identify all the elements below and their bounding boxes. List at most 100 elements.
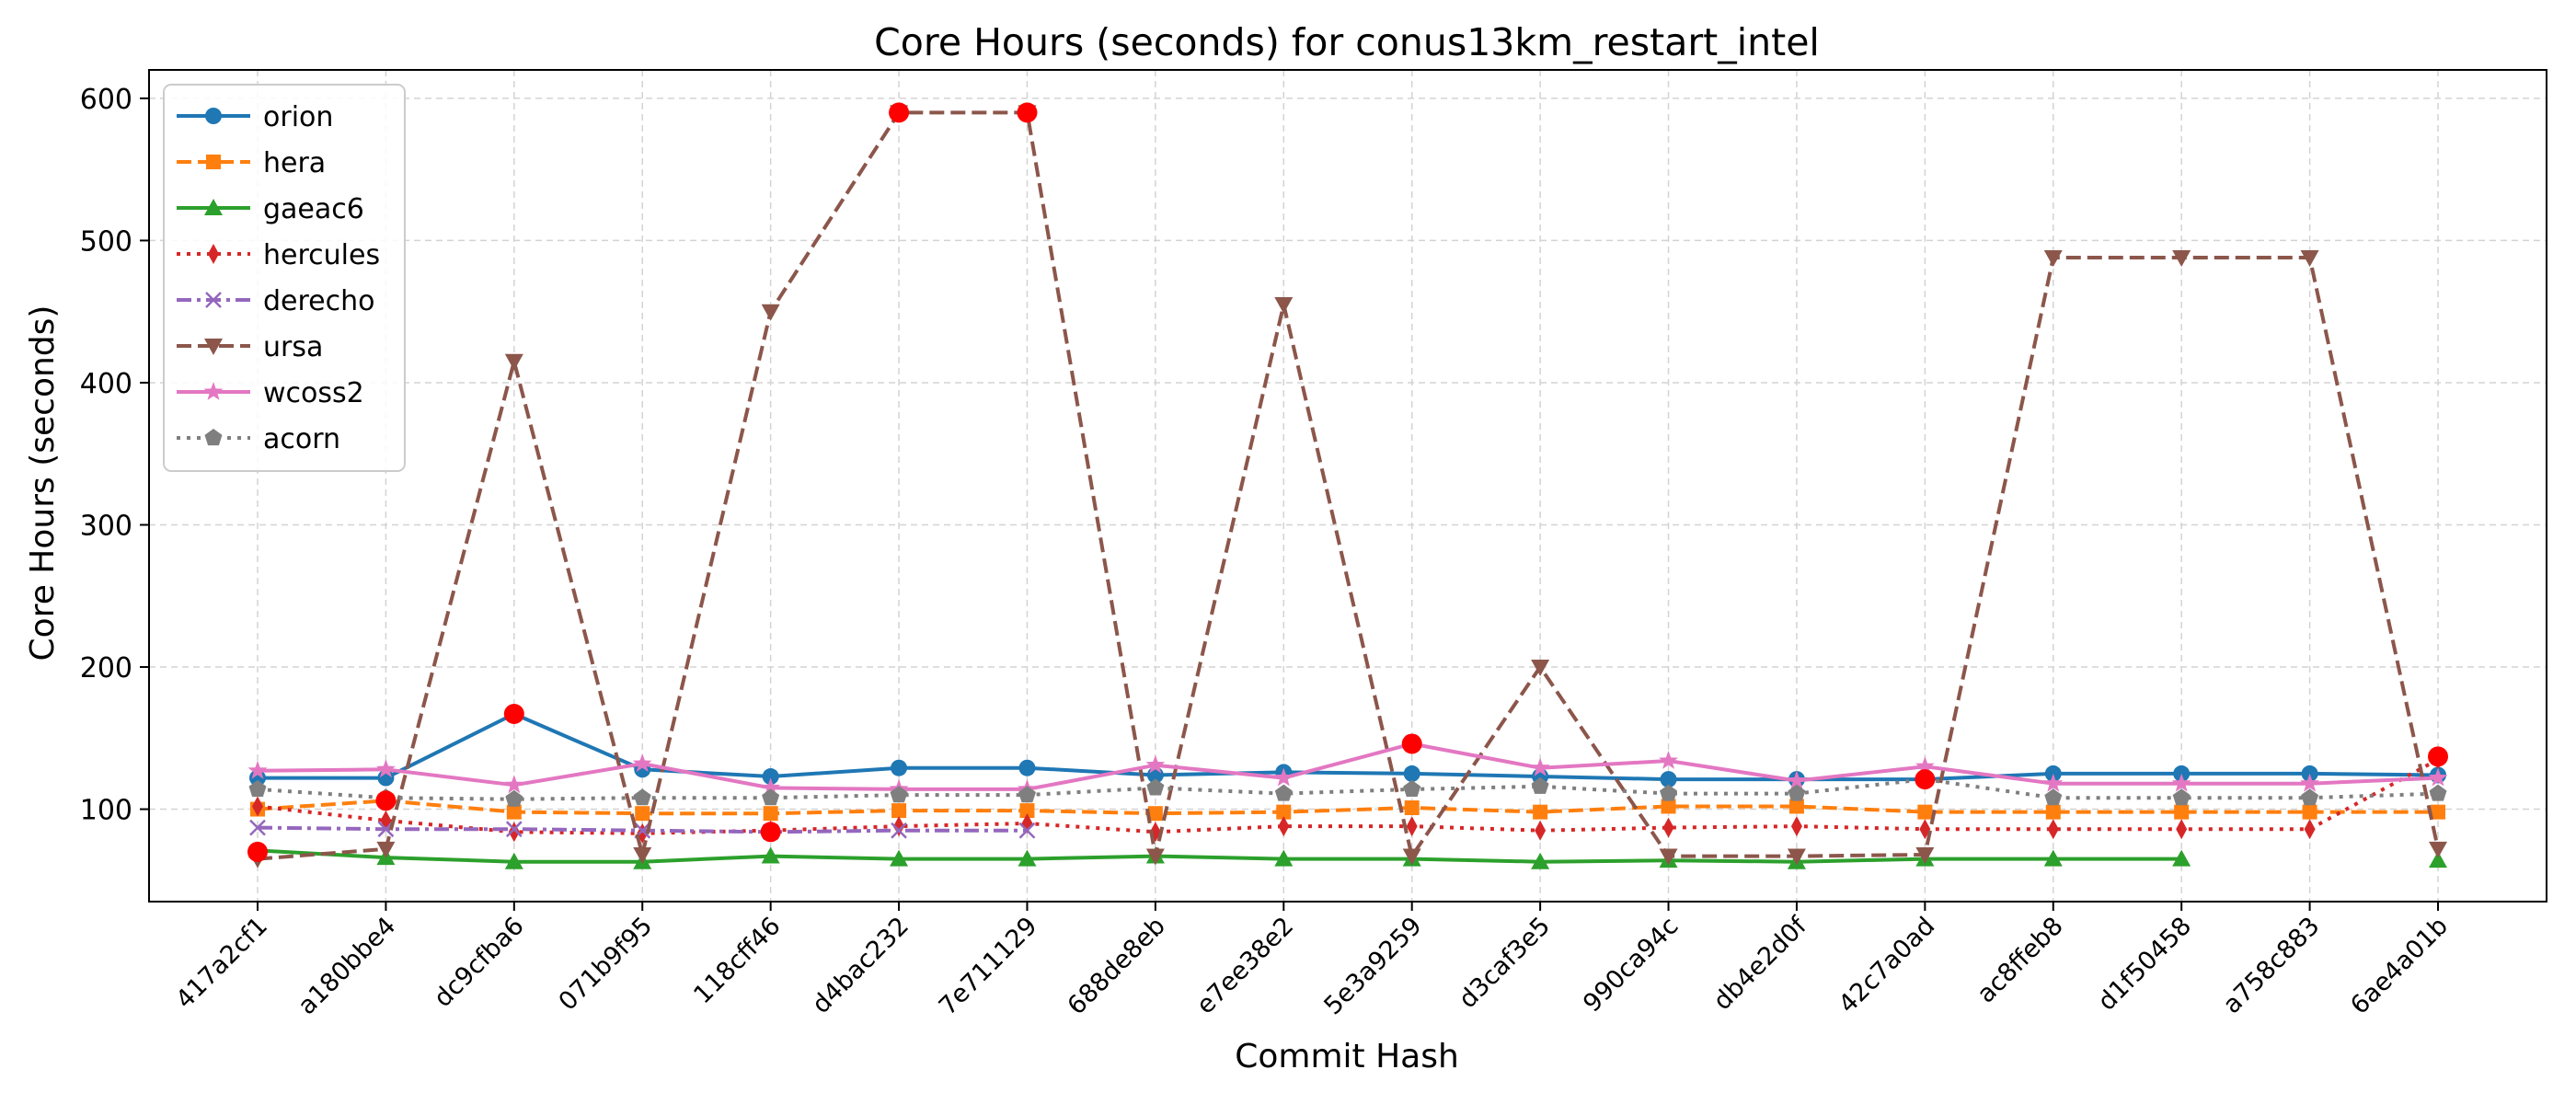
chart-title: Core Hours (seconds) for conus13km_resta… <box>874 20 1820 64</box>
legend-item-hera: hera <box>177 147 326 179</box>
data-point-hercules <box>1278 816 1290 837</box>
data-point-acorn <box>1146 778 1165 796</box>
data-point-wcoss2 <box>247 760 268 779</box>
data-point-hera <box>1533 804 1548 820</box>
data-point-acorn <box>1788 784 1806 801</box>
highlight-marker <box>760 822 781 843</box>
data-point-acorn <box>2301 788 2319 806</box>
data-point-gaeac6 <box>890 849 909 867</box>
data-point-ursa <box>504 353 523 371</box>
data-point-gaeac6 <box>504 852 523 869</box>
data-point-derecho <box>1018 822 1036 839</box>
legend-label: hercules <box>263 239 380 271</box>
data-point-hercules <box>2047 819 2059 840</box>
legend-label: hera <box>263 147 326 179</box>
legend: orion hera gaeac6 hercules derecho ursa wcoss2… <box>163 84 406 472</box>
data-point-wcoss2 <box>2171 773 2191 792</box>
data-point-wcoss2 <box>1659 751 1678 769</box>
data-point-hera <box>1019 803 1035 819</box>
highlight-marker <box>1401 733 1422 754</box>
legend-marker <box>206 155 221 169</box>
data-point-hera <box>891 803 907 819</box>
series-line-wcoss2 <box>257 742 2439 791</box>
data-point-ursa <box>2300 249 2319 267</box>
legend-marker <box>204 199 223 215</box>
legend-marker <box>204 429 223 446</box>
data-point-hera <box>2045 804 2061 820</box>
data-point-ursa <box>633 847 652 865</box>
y-tick-label: 500 <box>80 225 132 258</box>
data-point-hera <box>2431 804 2445 820</box>
highlight-marker <box>503 704 524 725</box>
data-point-orion <box>762 768 779 786</box>
legend-item-gaeac6: gaeac6 <box>177 193 364 225</box>
data-point-acorn <box>762 788 780 806</box>
data-point-hera <box>763 806 778 822</box>
series-line-ursa <box>257 110 2440 861</box>
plot-frame <box>148 69 2547 903</box>
data-point-ursa <box>1915 847 1935 865</box>
data-point-acorn <box>1018 786 1036 803</box>
legend-label: ursa <box>263 331 323 363</box>
data-point-ursa <box>1531 660 1550 677</box>
y-tick-label: 400 <box>80 368 132 400</box>
data-point-acorn <box>2044 788 2063 806</box>
legend-marker <box>204 339 223 355</box>
data-point-wcoss2 <box>376 759 396 778</box>
data-point-hercules <box>2176 819 2188 840</box>
data-point-gaeac6 <box>2043 849 2063 867</box>
data-point-orion <box>1660 771 1677 788</box>
data-point-gaeac6 <box>761 846 780 864</box>
legend-item-derecho: derecho <box>177 285 375 317</box>
legend-item-acorn: acorn <box>177 423 340 455</box>
data-point-acorn <box>248 779 267 797</box>
grid <box>149 70 2547 902</box>
data-point-wcoss2 <box>2300 773 2319 792</box>
data-point-orion <box>1018 759 1036 776</box>
legend-marker <box>203 382 224 400</box>
highlight-marker <box>1017 102 1038 123</box>
data-point-ursa <box>2172 249 2191 267</box>
data-point-hera <box>1276 804 1292 820</box>
data-point-hera <box>1917 804 1933 820</box>
data-point-hera <box>1147 806 1163 822</box>
data-point-derecho <box>249 819 266 836</box>
legend-label: wcoss2 <box>263 377 364 409</box>
data-point-ursa <box>2043 249 2063 267</box>
data-point-gaeac6 <box>1274 849 1294 867</box>
data-point-wcoss2 <box>632 753 652 772</box>
data-point-acorn <box>2429 784 2447 801</box>
data-point-wcoss2 <box>1915 756 1935 776</box>
legend-marker <box>205 108 222 124</box>
data-point-wcoss2 <box>1530 757 1550 776</box>
data-point-acorn <box>1660 784 1677 801</box>
data-point-wcoss2 <box>2428 767 2448 787</box>
y-axis-label: Core Hours (seconds) <box>24 305 62 661</box>
legend-label: gaeac6 <box>263 193 364 225</box>
data-point-acorn <box>2172 788 2191 806</box>
data-point-ursa <box>1402 848 1421 866</box>
data-point-derecho <box>505 821 523 838</box>
highlight-marker <box>889 102 910 123</box>
data-point-ursa <box>376 841 396 858</box>
y-tick-label: 300 <box>80 510 132 542</box>
data-point-hercules <box>2304 819 2316 840</box>
series-acorn <box>248 770 2447 807</box>
data-point-orion <box>1403 765 1420 782</box>
data-point-ursa <box>2429 841 2447 858</box>
legend-marker <box>205 292 222 308</box>
data-point-acorn <box>505 789 523 807</box>
data-point-wcoss2 <box>1787 770 1807 789</box>
data-point-hera <box>1661 799 1676 814</box>
data-point-hercules <box>252 796 263 817</box>
data-point-wcoss2 <box>2043 773 2064 792</box>
data-point-hera <box>635 806 650 822</box>
data-point-gaeac6 <box>2172 849 2191 867</box>
highlight-marker <box>2428 746 2448 767</box>
data-point-ursa <box>761 304 780 321</box>
series-line-hercules <box>257 757 2439 835</box>
data-point-gaeac6 <box>1018 849 1037 867</box>
y-tick-label: 200 <box>80 652 132 684</box>
